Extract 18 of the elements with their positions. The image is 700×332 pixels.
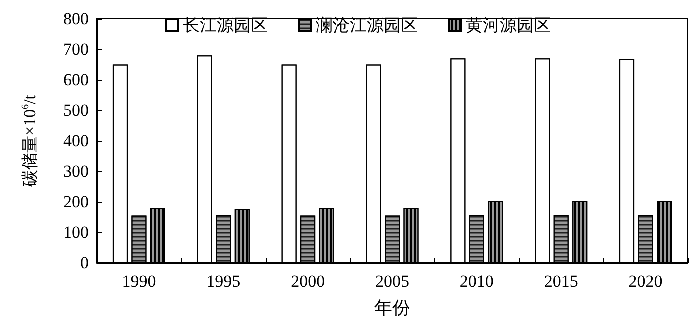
x-tick-label: 2020 <box>628 272 663 291</box>
x-tick-label: 2005 <box>376 272 410 291</box>
y-tick-label: 400 <box>64 132 89 150</box>
x-tick-label: 2010 <box>460 272 494 291</box>
x-tick-label: 1990 <box>122 272 156 291</box>
y-tick-label: 800 <box>64 10 89 28</box>
x-axis-title: 年份 <box>374 298 410 318</box>
y-tick-label: 300 <box>64 162 89 181</box>
x-tick-label: 2000 <box>291 272 326 291</box>
x-tick-label: 2015 <box>544 272 578 291</box>
y-axis-title: 碳储量×106/t <box>20 94 40 188</box>
y-tick-label: 200 <box>64 192 89 212</box>
y-tick-label: 500 <box>64 101 89 120</box>
y-tick-label: 700 <box>64 40 89 59</box>
x-tick-label: 1995 <box>206 272 241 291</box>
y-tick-label: 100 <box>64 223 89 242</box>
y-tick-label: 600 <box>64 70 89 90</box>
y-tick-label: 0 <box>80 254 89 272</box>
